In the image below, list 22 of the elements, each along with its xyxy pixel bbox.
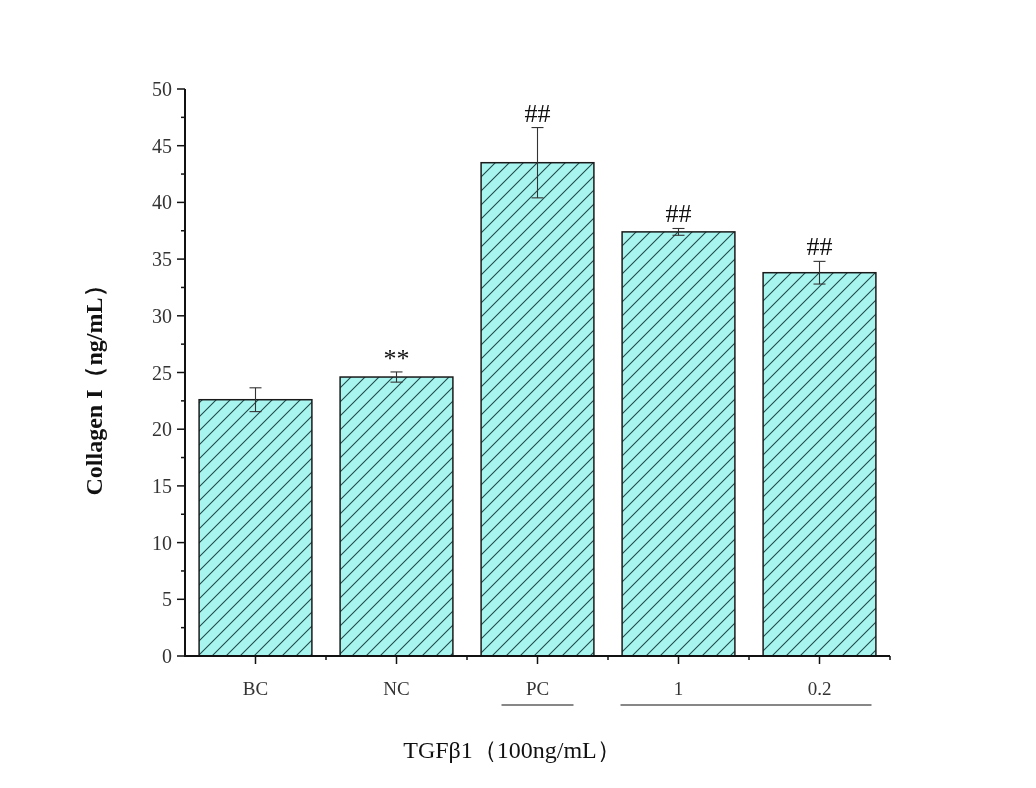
- annotation: ##: [806, 232, 833, 262]
- y-axis-title: Collagen I（ng/mL）: [81, 273, 107, 496]
- y-tick-label: 0: [162, 645, 172, 667]
- y-tick-label: 40: [152, 191, 172, 214]
- x-tick-label: 0.2: [807, 678, 832, 699]
- y-tick-label: 45: [152, 134, 172, 157]
- y-tick-label: 35: [152, 248, 172, 271]
- x-tick-label: NC: [383, 678, 410, 699]
- y-tick-label: 50: [152, 78, 172, 100]
- x-tick-label: BC: [242, 678, 269, 699]
- y-tick-label: 25: [152, 361, 172, 384]
- y-tick-label: 20: [152, 418, 172, 441]
- x-axis-title: TGFβ1（100ng/mL）: [403, 737, 621, 763]
- y-tick-label: 10: [152, 531, 172, 554]
- y-tick-label: 5: [162, 588, 172, 611]
- x-tick-label: 1: [673, 678, 684, 699]
- annotation: **: [383, 343, 410, 373]
- x-tick-label: PC: [525, 678, 550, 699]
- annotation: ##: [524, 98, 551, 128]
- annotation: ##: [665, 199, 692, 229]
- y-tick-label: 15: [152, 474, 172, 497]
- y-tick-label: 30: [152, 304, 172, 327]
